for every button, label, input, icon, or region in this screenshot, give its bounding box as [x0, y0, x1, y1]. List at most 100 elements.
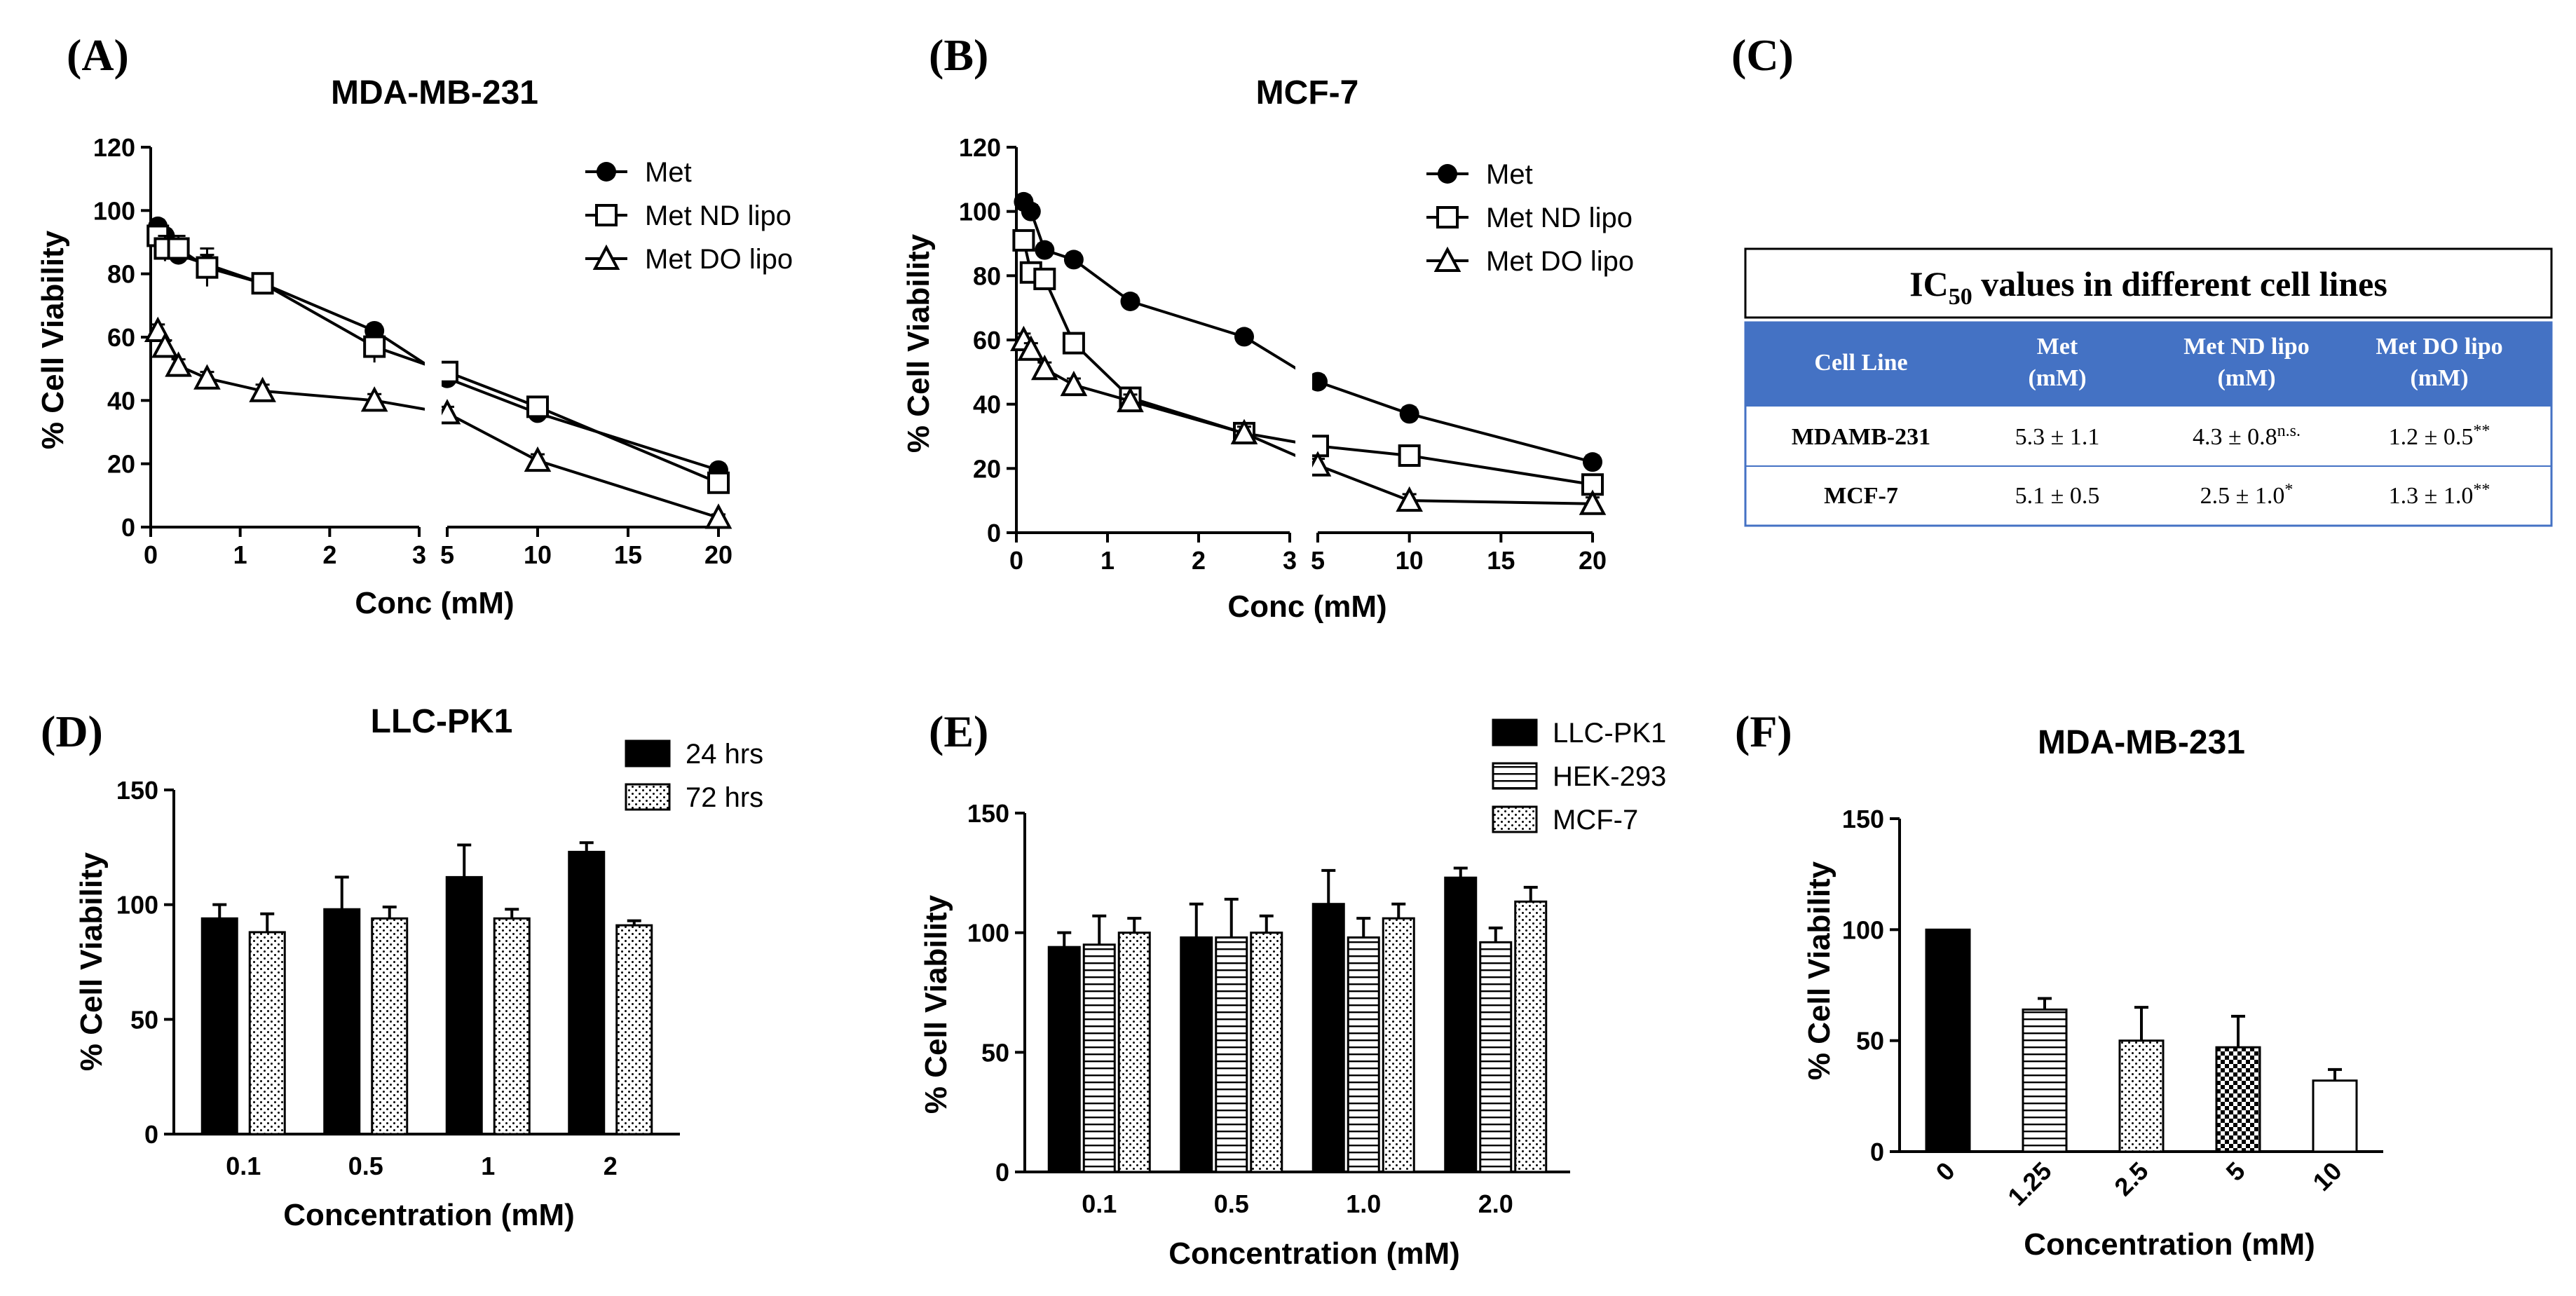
y-tick-label-e: 150: [967, 799, 1009, 828]
bar-e-0: [1444, 876, 1478, 1173]
panel-label-e: (E): [929, 707, 988, 756]
legend-label-e: HEK-293: [1553, 761, 1666, 792]
axis-break-gap-a: [425, 133, 442, 520]
point-a-1: [196, 256, 219, 279]
y-tick-label-b: 20: [973, 454, 1001, 483]
chart-b-plot: 0 20 40 60 80 100 120 0 1 2 3 5 10 15 20 Met Met ND lipo…: [959, 133, 1634, 575]
legend-swatch-e: [1492, 718, 1538, 746]
y-tick-label-f: 100: [1842, 915, 1884, 944]
legend-label-a: Met DO lipo: [645, 244, 793, 275]
legend-label-b: Met ND lipo: [1486, 203, 1633, 233]
y-tick-label-b: 120: [959, 133, 1001, 162]
chart-e-ylabel: % Cell Viability: [919, 894, 953, 1114]
chart-a-xlabel: Conc (mM): [355, 586, 514, 620]
y-tick-label-e: 50: [981, 1038, 1009, 1067]
x-tick-label-f: 10: [2307, 1157, 2347, 1196]
y-tick-label-d: 100: [116, 891, 158, 920]
point-b-0: [1583, 452, 1602, 472]
y-tick-label-d: 150: [116, 776, 158, 805]
bar-e-0: [1180, 936, 1213, 1173]
point-a-1: [363, 335, 386, 358]
bar-d-1: [371, 917, 409, 1135]
table-cells: Cell Line Met (mM) Met ND lipo (mM) Met DO li…: [1792, 334, 2503, 509]
y-tick-label-a: 60: [107, 323, 135, 352]
y-tick-label-e: 0: [995, 1158, 1009, 1187]
legend-swatch-e: [1492, 762, 1538, 790]
legend-marker-b: [1436, 206, 1459, 228]
point-a-1: [167, 237, 190, 260]
point-b-0: [1035, 240, 1055, 260]
y-tick-label-b: 40: [973, 390, 1001, 419]
table-header-cell: Met: [2037, 334, 2078, 360]
y-tick-label-d: 50: [130, 1005, 158, 1034]
point-a-2: [193, 364, 221, 390]
bar-e-1: [1215, 936, 1248, 1173]
bar-e-1: [1082, 943, 1116, 1173]
panel-label-d: (D): [41, 707, 103, 756]
legend-label-e: MCF-7: [1553, 805, 1638, 835]
legend-label-b: Met DO lipo: [1486, 246, 1634, 277]
table-cell: MCF-7: [1824, 483, 1898, 509]
y-tick-label-f: 150: [1842, 805, 1884, 833]
point-b-1: [1398, 444, 1421, 467]
x-tick-label-d: 0.1: [226, 1152, 261, 1180]
y-tick-label-a: 20: [107, 450, 135, 479]
point-b-2: [1060, 370, 1088, 397]
ic50-table: IC50 values in different cell lines Cell…: [1744, 247, 2553, 527]
chart-f-ylabel: % Cell Viability: [1802, 861, 1836, 1080]
chart-d-plot: 0 50 100 150 0.1 0.5 1 2 24 hrs 72 hrs: [116, 739, 763, 1180]
point-b-1: [1012, 228, 1035, 252]
point-b-0: [1021, 201, 1041, 221]
legend-swatch-d: [625, 739, 671, 768]
legend-swatch-e: [1492, 805, 1538, 833]
x-tick-label-e: 1.0: [1346, 1189, 1381, 1218]
chart-f-title: MDA-MB-231: [2038, 724, 2245, 761]
axis-break-gap-b: [1295, 133, 1312, 526]
y-tick-label-a: 40: [107, 386, 135, 415]
x-tick-label-f: 2.5: [2108, 1157, 2153, 1201]
x-tick-label-f: 0: [1930, 1157, 1961, 1187]
x-tick-label-e: 0.5: [1214, 1189, 1249, 1218]
bar-d-1: [493, 917, 531, 1135]
legend-marker-b: [1438, 164, 1457, 184]
bar-e-1: [1347, 936, 1380, 1173]
y-tick-label-b: 0: [987, 519, 1001, 547]
table-cell: 4.3 ± 0.8n.s.: [2193, 422, 2301, 450]
bar-f-3: [2215, 1046, 2261, 1153]
x-tick-label-d: 0.5: [348, 1152, 383, 1180]
point-b-2: [1396, 486, 1423, 512]
point-a-1: [251, 272, 274, 295]
panel-label-f: (F): [1735, 707, 1792, 756]
legend-label-a: Met ND lipo: [645, 200, 791, 231]
point-b-2: [1117, 386, 1144, 413]
table-header-cell: Met ND lipo: [2183, 334, 2309, 360]
legend-swatch-d: [625, 783, 671, 811]
chart-d-xlabel: Concentration (mM): [283, 1198, 575, 1232]
y-tick-label-b: 60: [973, 326, 1001, 355]
table-border: [1744, 321, 2553, 527]
x-tick-label-a: 20: [704, 540, 732, 569]
y-tick-label-b: 100: [959, 198, 1001, 226]
bar-d-0: [200, 917, 238, 1135]
legend-label-d: 72 hrs: [686, 782, 763, 813]
chart-a-title: MDA-MB-231: [331, 74, 538, 111]
chart-d: LLC-PK1 Concentration (mM) % Cell Viabil…: [74, 703, 763, 1232]
table-header-cell: Cell Line: [1814, 350, 1907, 376]
y-tick-label-d: 0: [144, 1120, 158, 1149]
x-tick-label-a: 5: [440, 540, 454, 569]
table-header-cell-unit: (mM): [2410, 365, 2468, 391]
bar-f-1: [2022, 1008, 2068, 1153]
point-a-2: [360, 386, 388, 412]
x-tick-label-d: 2: [604, 1152, 618, 1180]
x-tick-label-b: 5: [1311, 546, 1325, 575]
table-header-cell: Met DO lipo: [2376, 334, 2502, 360]
point-b-2: [1030, 355, 1058, 381]
legend-label-b: Met: [1486, 159, 1533, 190]
bar-d-0: [323, 908, 361, 1135]
x-tick-label-f: 5: [2221, 1157, 2251, 1187]
x-tick-label-a: 1: [233, 540, 247, 569]
point-b-2: [1230, 418, 1258, 444]
x-tick-label-f: 1.25: [2002, 1157, 2057, 1212]
legend-marker-a: [597, 162, 616, 182]
